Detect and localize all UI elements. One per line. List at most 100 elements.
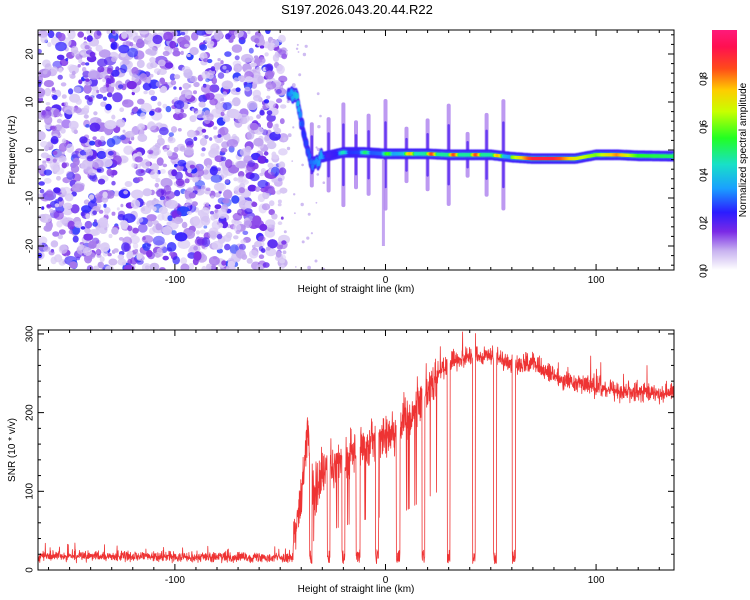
noise-blob (262, 262, 270, 268)
noise-blob (80, 52, 85, 56)
noise-blob (177, 128, 182, 132)
noise-dot (315, 146, 318, 149)
noise-blob (98, 209, 104, 214)
noise-blob (279, 187, 288, 194)
noise-blob (159, 127, 169, 136)
noise-dot (307, 212, 311, 216)
noise-blob (160, 168, 166, 174)
noise-blob (196, 238, 205, 245)
noise-blob (276, 64, 285, 75)
noise-blob (184, 138, 194, 146)
noise-blob (259, 223, 268, 232)
noise-blob (164, 46, 170, 51)
noise-blob (71, 70, 76, 76)
noise-blob (199, 44, 208, 51)
noise-blob (188, 84, 192, 88)
noise-blob (57, 32, 66, 42)
noise-blob (150, 62, 158, 69)
noise-blob (210, 214, 217, 221)
noise-blob (218, 223, 224, 228)
noise-blob (93, 219, 97, 223)
noise-blob (251, 57, 255, 63)
noise-blob (137, 98, 145, 105)
noise-blob (163, 148, 168, 153)
carrier-core-cell (317, 160, 321, 165)
noise-blob (260, 248, 266, 253)
noise-blob (46, 141, 53, 147)
noise-blob (85, 124, 90, 128)
noise-blob (233, 235, 239, 240)
noise-blob (205, 187, 211, 192)
noise-blob (180, 108, 185, 113)
noise-blob (104, 210, 109, 216)
noise-blob (172, 256, 180, 265)
noise-blob (131, 162, 137, 169)
noise-blob (206, 263, 212, 270)
noise-blob (73, 107, 82, 114)
noise-blob (134, 249, 139, 253)
noise-blob (53, 210, 64, 220)
noise-blob (203, 58, 209, 63)
noise-blob (180, 50, 184, 56)
noise-blob (205, 202, 210, 206)
noise-blob (94, 139, 102, 148)
noise-dot (286, 146, 291, 151)
noise-blob (132, 242, 139, 249)
noise-blob (121, 31, 128, 39)
noise-blob (83, 105, 90, 112)
noise-blob (247, 160, 256, 168)
noise-blob (213, 126, 218, 130)
noise-blob (106, 92, 113, 98)
noise-blob (257, 75, 265, 84)
noise-blob (86, 35, 93, 42)
noise-blob (126, 80, 137, 90)
noise-blob (210, 43, 214, 48)
noise-blob (61, 162, 67, 169)
noise-blob (198, 101, 206, 108)
noise-blob (203, 116, 211, 125)
noise-blob (170, 126, 178, 133)
noise-blob (122, 59, 130, 66)
noise-blob (225, 159, 233, 169)
noise-blob (41, 206, 45, 210)
noise-blob (116, 118, 126, 128)
noise-blob (132, 73, 137, 77)
noise-blob (118, 237, 124, 241)
noise-blob (77, 64, 81, 68)
noise-blob (157, 134, 163, 139)
colorbar-tick-label: 0.8 (699, 72, 710, 86)
noise-blob (48, 250, 55, 256)
noise-blob (184, 91, 192, 100)
noise-blob (95, 248, 102, 256)
noise-blob (127, 250, 134, 257)
carrier-core-cell (290, 90, 294, 95)
noise-blob (61, 186, 72, 196)
noise-blob (43, 177, 52, 184)
noise-blob (279, 167, 287, 176)
snr-y-axis-label: SNR (10 * v/v) (7, 418, 18, 482)
noise-blob (152, 34, 163, 45)
noise-blob (231, 195, 240, 204)
noise-blob (159, 267, 166, 270)
noise-blob (142, 82, 152, 91)
noise-blob (225, 33, 231, 40)
noise-blob (168, 132, 174, 137)
noise-blob (271, 224, 275, 229)
noise-blob (182, 82, 191, 90)
noise-blob (267, 239, 278, 249)
noise-blob (259, 172, 264, 177)
noise-blob (136, 176, 144, 182)
noise-blob (40, 35, 48, 44)
noise-blob (83, 85, 92, 94)
noise-blob (68, 88, 74, 95)
noise-blob (207, 123, 213, 128)
noise-blob (202, 115, 207, 119)
noise-blob (86, 155, 94, 162)
noise-blob (203, 158, 213, 167)
noise-blob (189, 164, 195, 169)
noise-blob (70, 204, 80, 214)
noise-blob (258, 254, 265, 259)
noise-blob (87, 70, 101, 80)
